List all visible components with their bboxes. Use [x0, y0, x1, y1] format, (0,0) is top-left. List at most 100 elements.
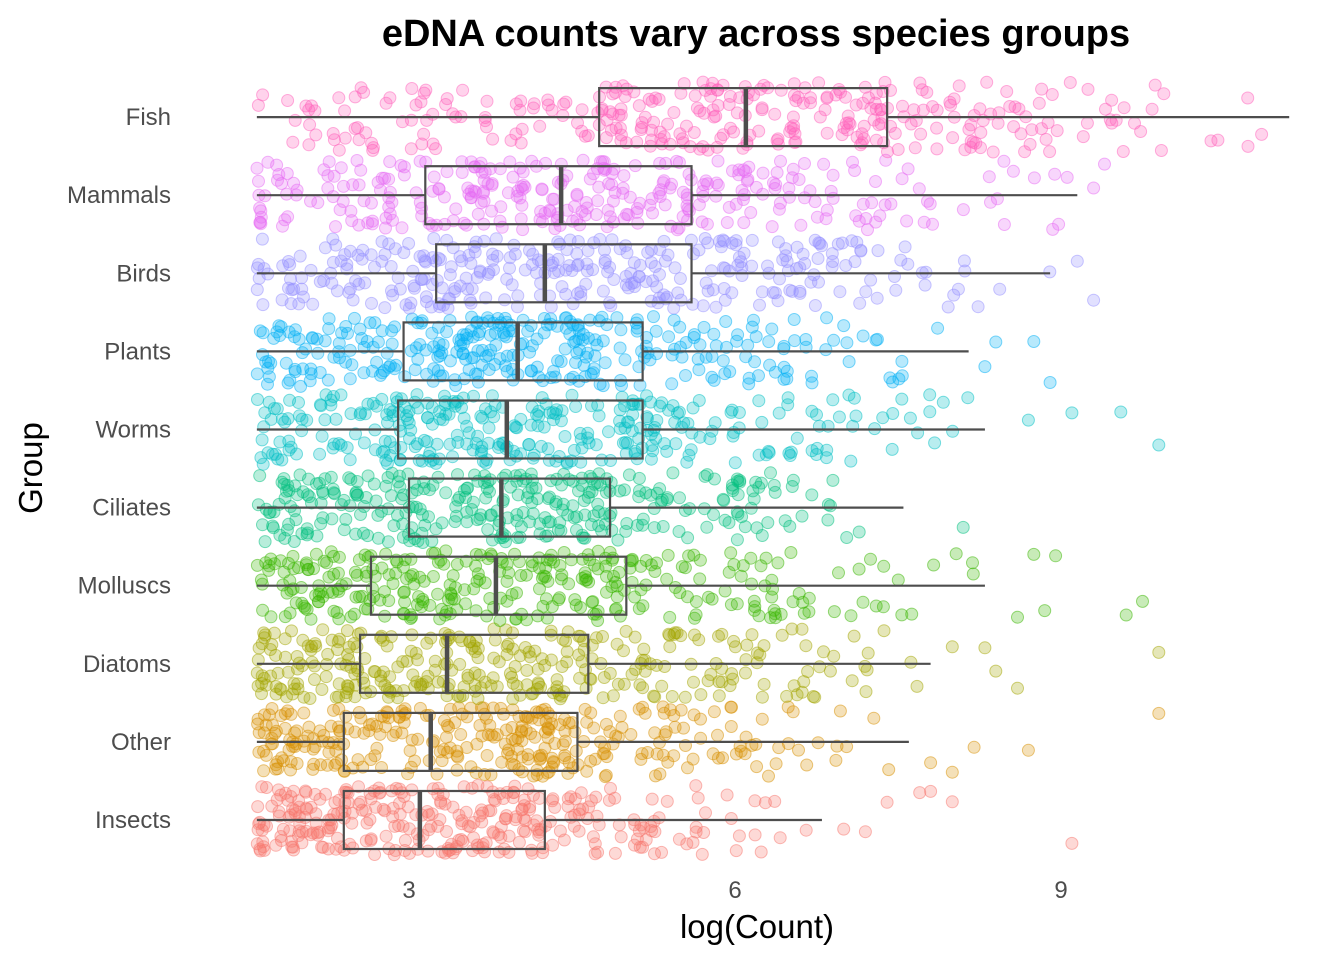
data-point: [383, 435, 397, 449]
data-point: [655, 493, 669, 507]
data-point: [256, 603, 270, 617]
data-point: [432, 251, 446, 265]
data-point: [858, 659, 872, 673]
data-point: [384, 630, 398, 644]
data-point: [255, 780, 269, 794]
data-point: [310, 529, 324, 543]
data-point: [447, 592, 461, 606]
data-point: [588, 837, 602, 851]
data-point: [433, 612, 447, 626]
data-point: [648, 421, 662, 434]
data-point: [255, 577, 269, 591]
data-point: [936, 395, 950, 409]
points-worms: [251, 388, 1166, 471]
data-point: [256, 298, 270, 312]
data-point: [572, 824, 586, 838]
data-point: [414, 680, 428, 694]
data-point: [781, 700, 795, 714]
data-point: [304, 643, 318, 657]
data-point: [798, 157, 811, 170]
data-point: [840, 336, 854, 350]
data-point: [808, 299, 822, 312]
data-point: [837, 319, 851, 333]
data-point: [505, 588, 519, 601]
data-point: [383, 403, 397, 417]
data-point: [444, 260, 458, 274]
data-point: [343, 282, 357, 296]
data-point: [448, 515, 462, 529]
data-point: [329, 412, 343, 426]
data-point: [546, 413, 560, 427]
points-ciliates: [251, 466, 970, 549]
data-point: [646, 206, 659, 220]
data-point: [619, 269, 633, 283]
data-point: [700, 520, 714, 534]
data-point: [459, 597, 472, 611]
data-point: [407, 279, 421, 293]
data-point: [558, 734, 572, 748]
data-point: [1035, 122, 1048, 136]
data-point: [482, 421, 496, 435]
data-point: [946, 131, 960, 145]
outlier-point: [1152, 645, 1166, 659]
data-point: [840, 740, 854, 754]
data-point: [471, 474, 485, 488]
data-point: [755, 712, 769, 726]
data-point: [302, 103, 316, 117]
data-point: [657, 234, 671, 248]
data-point: [369, 494, 383, 508]
data-point: [724, 812, 738, 825]
data-point: [1145, 102, 1159, 116]
y-tick-worms: Worms: [95, 417, 171, 444]
data-point: [680, 837, 694, 851]
data-point: [581, 431, 595, 445]
data-point: [535, 391, 549, 405]
data-point: [745, 233, 759, 247]
data-point: [435, 281, 449, 295]
data-point: [469, 766, 483, 780]
data-point: [688, 628, 701, 642]
data-point: [460, 741, 474, 754]
outlier-point: [989, 335, 1003, 349]
data-point: [606, 551, 620, 565]
data-point: [658, 198, 672, 212]
data-point: [748, 794, 762, 808]
data-point: [647, 521, 661, 535]
data-point: [839, 259, 853, 272]
data-point: [826, 168, 840, 182]
data-point: [804, 96, 817, 110]
data-point: [673, 272, 687, 285]
data-point: [774, 83, 788, 97]
data-point: [561, 792, 575, 806]
data-point: [485, 204, 498, 218]
data-point: [608, 791, 622, 805]
data-point: [456, 83, 470, 97]
data-point: [276, 259, 290, 273]
data-point: [971, 300, 985, 314]
data-point: [616, 186, 630, 200]
data-point: [454, 728, 468, 741]
data-point: [358, 652, 372, 665]
outlier-point: [1087, 293, 1101, 307]
data-point: [813, 660, 827, 674]
data-point: [284, 755, 298, 769]
data-point: [790, 431, 804, 445]
data-point: [345, 358, 359, 372]
data-point: [673, 491, 686, 505]
data-point: [474, 548, 487, 562]
data-point: [524, 418, 538, 432]
data-point: [538, 659, 552, 672]
data-point: [727, 558, 741, 572]
data-point: [724, 720, 738, 733]
data-point: [774, 154, 787, 168]
data-point: [1116, 145, 1130, 158]
data-point: [745, 320, 759, 334]
data-point: [554, 355, 568, 368]
data-point: [769, 178, 783, 192]
data-point: [554, 572, 568, 586]
data-point: [348, 90, 362, 104]
data-point: [507, 419, 521, 433]
data-point: [531, 662, 545, 676]
data-point: [569, 334, 583, 348]
data-point: [438, 797, 452, 811]
